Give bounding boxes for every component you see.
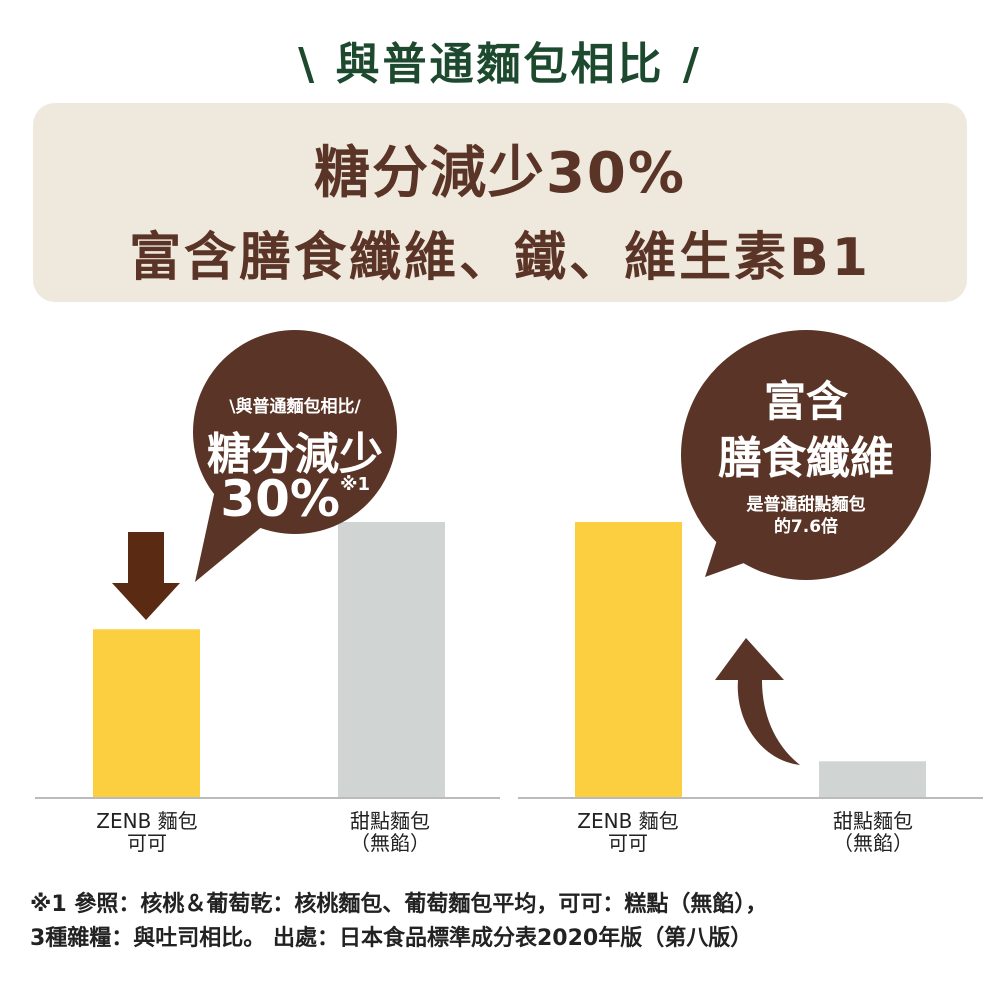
headline-line1: 糖分減少30%: [313, 141, 687, 206]
headline-box: 糖分減少30% 富含膳食纖維、鐵、維生素B1: [33, 103, 967, 302]
footnote-line2: 3種雜糧：與吐司相比。 出處：日本食品標準成分表2020年版（第八版）: [30, 926, 753, 951]
curved-up-arrow-icon: [715, 638, 800, 765]
label-text: 可可: [608, 831, 648, 855]
bar-zenb-chart1: [93, 629, 200, 797]
footnote-line1: ※1 參照：核桃＆葡萄乾：核桃麵包、葡萄麵包平均，可可：糕點（無餡），: [30, 892, 768, 917]
bubble-left-note: ※1: [340, 474, 371, 495]
bubble-left-value: 30%: [220, 470, 340, 528]
label-text: 可可: [127, 831, 167, 855]
bubble-right-line2: 膳食纖維: [718, 433, 894, 484]
down-arrow-icon: [112, 532, 180, 620]
label-text: ZENB 麵包: [96, 809, 198, 833]
label-text: 甜點麵包: [350, 809, 430, 833]
label-sweet-left: 甜點麵包 （無餡）: [310, 810, 470, 854]
label-sweet-right: 甜點麵包 （無餡）: [793, 810, 953, 854]
footnote: ※1 參照：核桃＆葡萄乾：核桃麵包、葡萄麵包平均，可可：糕點（無餡）， 3種雜糧…: [30, 888, 767, 956]
label-zenb-right: ZENB 麵包 可可: [548, 810, 708, 854]
label-text: ZENB 麵包: [577, 809, 679, 833]
bubble-left: [193, 330, 397, 534]
label-text: （無餡）: [350, 831, 430, 855]
bar-zenb-chart2: [575, 522, 682, 797]
label-text: 甜點麵包: [833, 809, 913, 833]
bubble-right-line1: 富含: [763, 377, 848, 426]
label-zenb-left: ZENB 麵包 可可: [67, 810, 227, 854]
bar-sweet-bread-chart2: [819, 761, 926, 797]
headline-line2: 富含膳食纖維、鐵、維生素B1: [129, 228, 871, 288]
bar-sweet-bread-chart1: [338, 522, 445, 797]
bubble-right-sub1: 是普通甜點麵包: [746, 495, 866, 515]
bubble-left-sub: \與普通麵包相比/: [229, 397, 361, 417]
page-title: \ 與普通麵包相比 /: [298, 39, 702, 90]
bubble-right-sub2: 的7.6倍: [773, 517, 839, 537]
label-text: （無餡）: [833, 831, 913, 855]
bubble-right: [681, 330, 931, 580]
bubble-left-main: 糖分減少: [207, 429, 383, 480]
